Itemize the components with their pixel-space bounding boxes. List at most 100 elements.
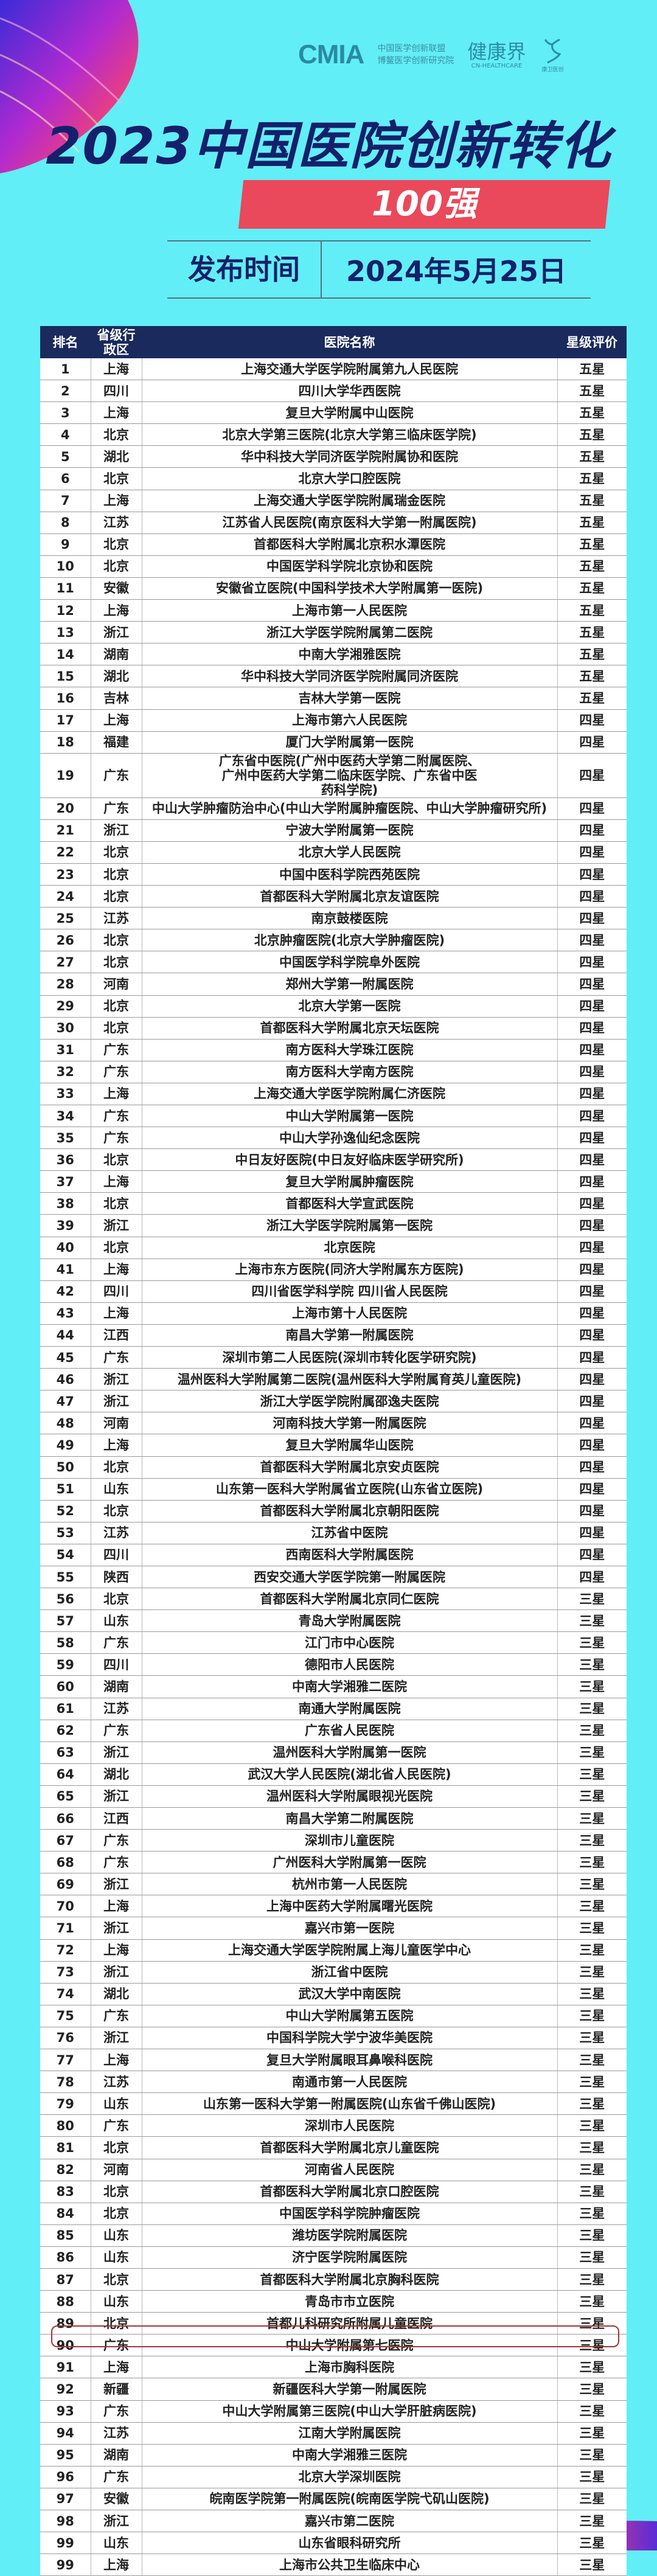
rank-cell: 54 <box>40 1544 91 1566</box>
rank-cell: 72 <box>40 1939 91 1962</box>
rank-cell: 91 <box>40 2356 91 2379</box>
hospital-name-cell: 上海市胸科医院 <box>142 2356 558 2379</box>
cn-healthcare-logo: 健康界 CN-HEALTHCARE <box>467 41 526 69</box>
table-row: 97 安徽 皖南医学院第一附属医院(皖南医学院弋矶山医院) 三星 <box>40 2488 627 2511</box>
hospital-name: 山东省眼科研究所 <box>298 2535 401 2550</box>
hospital-name: 宁波大学附属第一医院 <box>285 823 414 838</box>
table-row: 10 北京 中国医学科学院北京协和医院 五星 <box>40 555 627 578</box>
table-row: 76 浙江 中国科学院大学宁波华美医院 三星 <box>40 2027 627 2050</box>
hospital-name-cell: 上海交通大学医学院附属仁济医院 <box>142 1083 558 1106</box>
hospital-name-cell: 中日友好医院(中日友好临床医学研究所) <box>142 1148 558 1172</box>
rating-cell: 四星 <box>557 1434 627 1457</box>
hospital-name: 皖南医学院第一附属医院(皖南医学院弋矶山医院) <box>209 2491 490 2507</box>
table-row: 72 上海 上海交通大学医学院附属上海儿童医学中心 三星 <box>40 1939 627 1962</box>
rank-cell: 74 <box>40 1983 91 2005</box>
hospital-name-cell: 嘉兴市第一医院 <box>142 1917 558 1940</box>
province-cell: 湖北 <box>91 445 142 468</box>
hospital-name: 首都医科大学附属北京积水潭医院 <box>254 537 445 552</box>
table-row: 50 北京 首都医科大学附属北京安贞医院 四星 <box>40 1456 627 1479</box>
province-cell: 湖北 <box>91 1763 142 1786</box>
hospital-name: 中国医学科学院肿瘤医院 <box>279 2206 420 2221</box>
hospital-name: 广东省人民医院 <box>305 1723 394 1738</box>
rating-cell: 四星 <box>557 1478 627 1501</box>
table-row: 62 广东 广东省人民医院 三星 <box>40 1720 627 1742</box>
rating-cell: 三星 <box>557 2356 627 2379</box>
province-cell: 吉林 <box>91 687 142 710</box>
rank-cell: 83 <box>40 2181 91 2203</box>
hospital-name-cell: 深圳市儿童医院 <box>142 1829 558 1852</box>
hospital-name: 南通市第一人民医院 <box>292 2074 407 2089</box>
hospital-name-cell: 首都医科大学附属北京同仁医院 <box>142 1588 558 1611</box>
rank-cell: 39 <box>40 1214 91 1237</box>
rank-cell: 16 <box>40 687 91 710</box>
rank-cell: 98 <box>40 2510 91 2533</box>
rank-cell: 13 <box>40 621 91 644</box>
hospital-name-cell: 中山大学肿瘤防治中心(中山大学附属肿瘤医院、中山大学肿瘤研究所) <box>142 797 558 820</box>
rating-cell: 三星 <box>557 1785 627 1808</box>
hospital-name: 深圳市人民医院 <box>305 2118 394 2133</box>
hospital-name: 江南大学附属医院 <box>298 2426 401 2441</box>
province-cell: 江苏 <box>91 1698 142 1720</box>
province-cell: 安徽 <box>91 577 142 600</box>
table-row: 26 北京 北京肿瘤医院(北京大学肿瘤医院) 四星 <box>40 929 627 952</box>
table-row: 11 安徽 安徽省立医院(中国科学技术大学附属第一医院) 五星 <box>40 577 627 600</box>
province-cell: 江苏 <box>91 512 142 534</box>
hospital-name-cell: 华中科技大学同济医学院附属协和医院 <box>142 445 558 468</box>
table-row: 63 浙江 温州医科大学附属第一医院 三星 <box>40 1741 627 1764</box>
hospital-name: 南昌大学第一附属医院 <box>285 1328 414 1343</box>
hospital-name: 山东第一医科大学附属省立医院(山东省立医院) <box>215 1482 484 1497</box>
header-province: 省级行政区 <box>91 326 142 358</box>
hospital-name-cell: 北京大学口腔医院 <box>142 467 558 490</box>
province-cell: 北京 <box>91 841 142 864</box>
table-row: 16 吉林 吉林大学第一医院 五星 <box>40 687 627 710</box>
hospital-name: 中山大学附属第三医院(中山大学肝脏病医院) <box>222 2404 477 2419</box>
rank-cell: 86 <box>40 2246 91 2269</box>
jkj-en-text: CN-HEALTHCARE <box>471 62 523 69</box>
hospital-name: 首都医科大学宣武医院 <box>285 1196 414 1211</box>
table-row: 95 湖南 中南大学湘雅三医院 三星 <box>40 2444 627 2467</box>
table-row: 96 广东 北京大学深圳医院 三星 <box>40 2466 627 2488</box>
rating-cell: 三星 <box>557 1807 627 1830</box>
rank-cell: 38 <box>40 1192 91 1215</box>
hospital-name: 温州医科大学附属眼视光医院 <box>266 1789 433 1804</box>
table-row: 49 上海 复旦大学附属华山医院 四星 <box>40 1434 627 1457</box>
hospital-name-cell: 上海中医药大学附属曙光医院 <box>142 1895 558 1918</box>
rating-cell: 三星 <box>557 2181 627 2203</box>
hospital-name-cell: 西南医科大学附属医院 <box>142 1544 558 1566</box>
rating-cell: 五星 <box>557 380 627 403</box>
rating-cell: 三星 <box>557 2005 627 2027</box>
table-row: 25 江苏 南京鼓楼医院 四星 <box>40 907 627 930</box>
rank-cell: 5 <box>40 445 91 468</box>
table-row: 24 北京 首都医科大学附属北京友谊医院 四星 <box>40 885 627 908</box>
table-row: 36 北京 中日友好医院(中日友好临床医学研究所) 四星 <box>40 1148 627 1172</box>
rank-cell: 45 <box>40 1346 91 1369</box>
province-cell: 北京 <box>91 1017 142 1040</box>
hospital-name-cell: 深圳市人民医院 <box>142 2114 558 2137</box>
rating-cell: 四星 <box>557 1500 627 1522</box>
hospital-name-cell: 首都医科大学宣武医院 <box>142 1192 558 1215</box>
rating-cell: 五星 <box>557 665 627 688</box>
hospital-name-cell: 北京大学第一医院 <box>142 995 558 1018</box>
rank-cell: 52 <box>40 1500 91 1522</box>
province-cell: 广东 <box>91 1851 142 1874</box>
rating-cell: 五星 <box>557 401 627 425</box>
table-row: 34 广东 中山大学附属第一医院 四星 <box>40 1105 627 1128</box>
table-row: 61 江苏 南通大学附属医院 三星 <box>40 1698 627 1720</box>
hospital-name-cell: 北京大学第三医院(北京大学第三临床医学院) <box>142 423 558 446</box>
hospital-name: 江苏省人民医院(南京医科大学第一附属医院) <box>222 515 477 530</box>
table-row: 65 浙江 温州医科大学附属眼视光医院 三星 <box>40 1785 627 1808</box>
rating-cell: 四星 <box>557 863 627 886</box>
hospital-name: 首都医科大学附属北京口腔医院 <box>260 2184 439 2199</box>
rating-cell: 四星 <box>557 753 627 798</box>
rank-cell: 40 <box>40 1237 91 1259</box>
hospital-name-cell: 青岛市市立医院 <box>142 2290 558 2313</box>
table-row: 38 北京 首都医科大学宣武医院 四星 <box>40 1192 627 1215</box>
hospital-name: 武汉大学中南医院 <box>298 1987 401 2002</box>
rating-cell: 三星 <box>557 2488 627 2511</box>
province-cell: 浙江 <box>91 1368 142 1391</box>
rank-cell: 53 <box>40 1522 91 1544</box>
hospital-name: 德阳市人民医院 <box>305 1657 394 1672</box>
hospital-name: 南京鼓楼医院 <box>311 911 388 926</box>
hospital-name: 北京大学第一医院 <box>298 999 401 1014</box>
province-cell: 广东 <box>91 2466 142 2488</box>
